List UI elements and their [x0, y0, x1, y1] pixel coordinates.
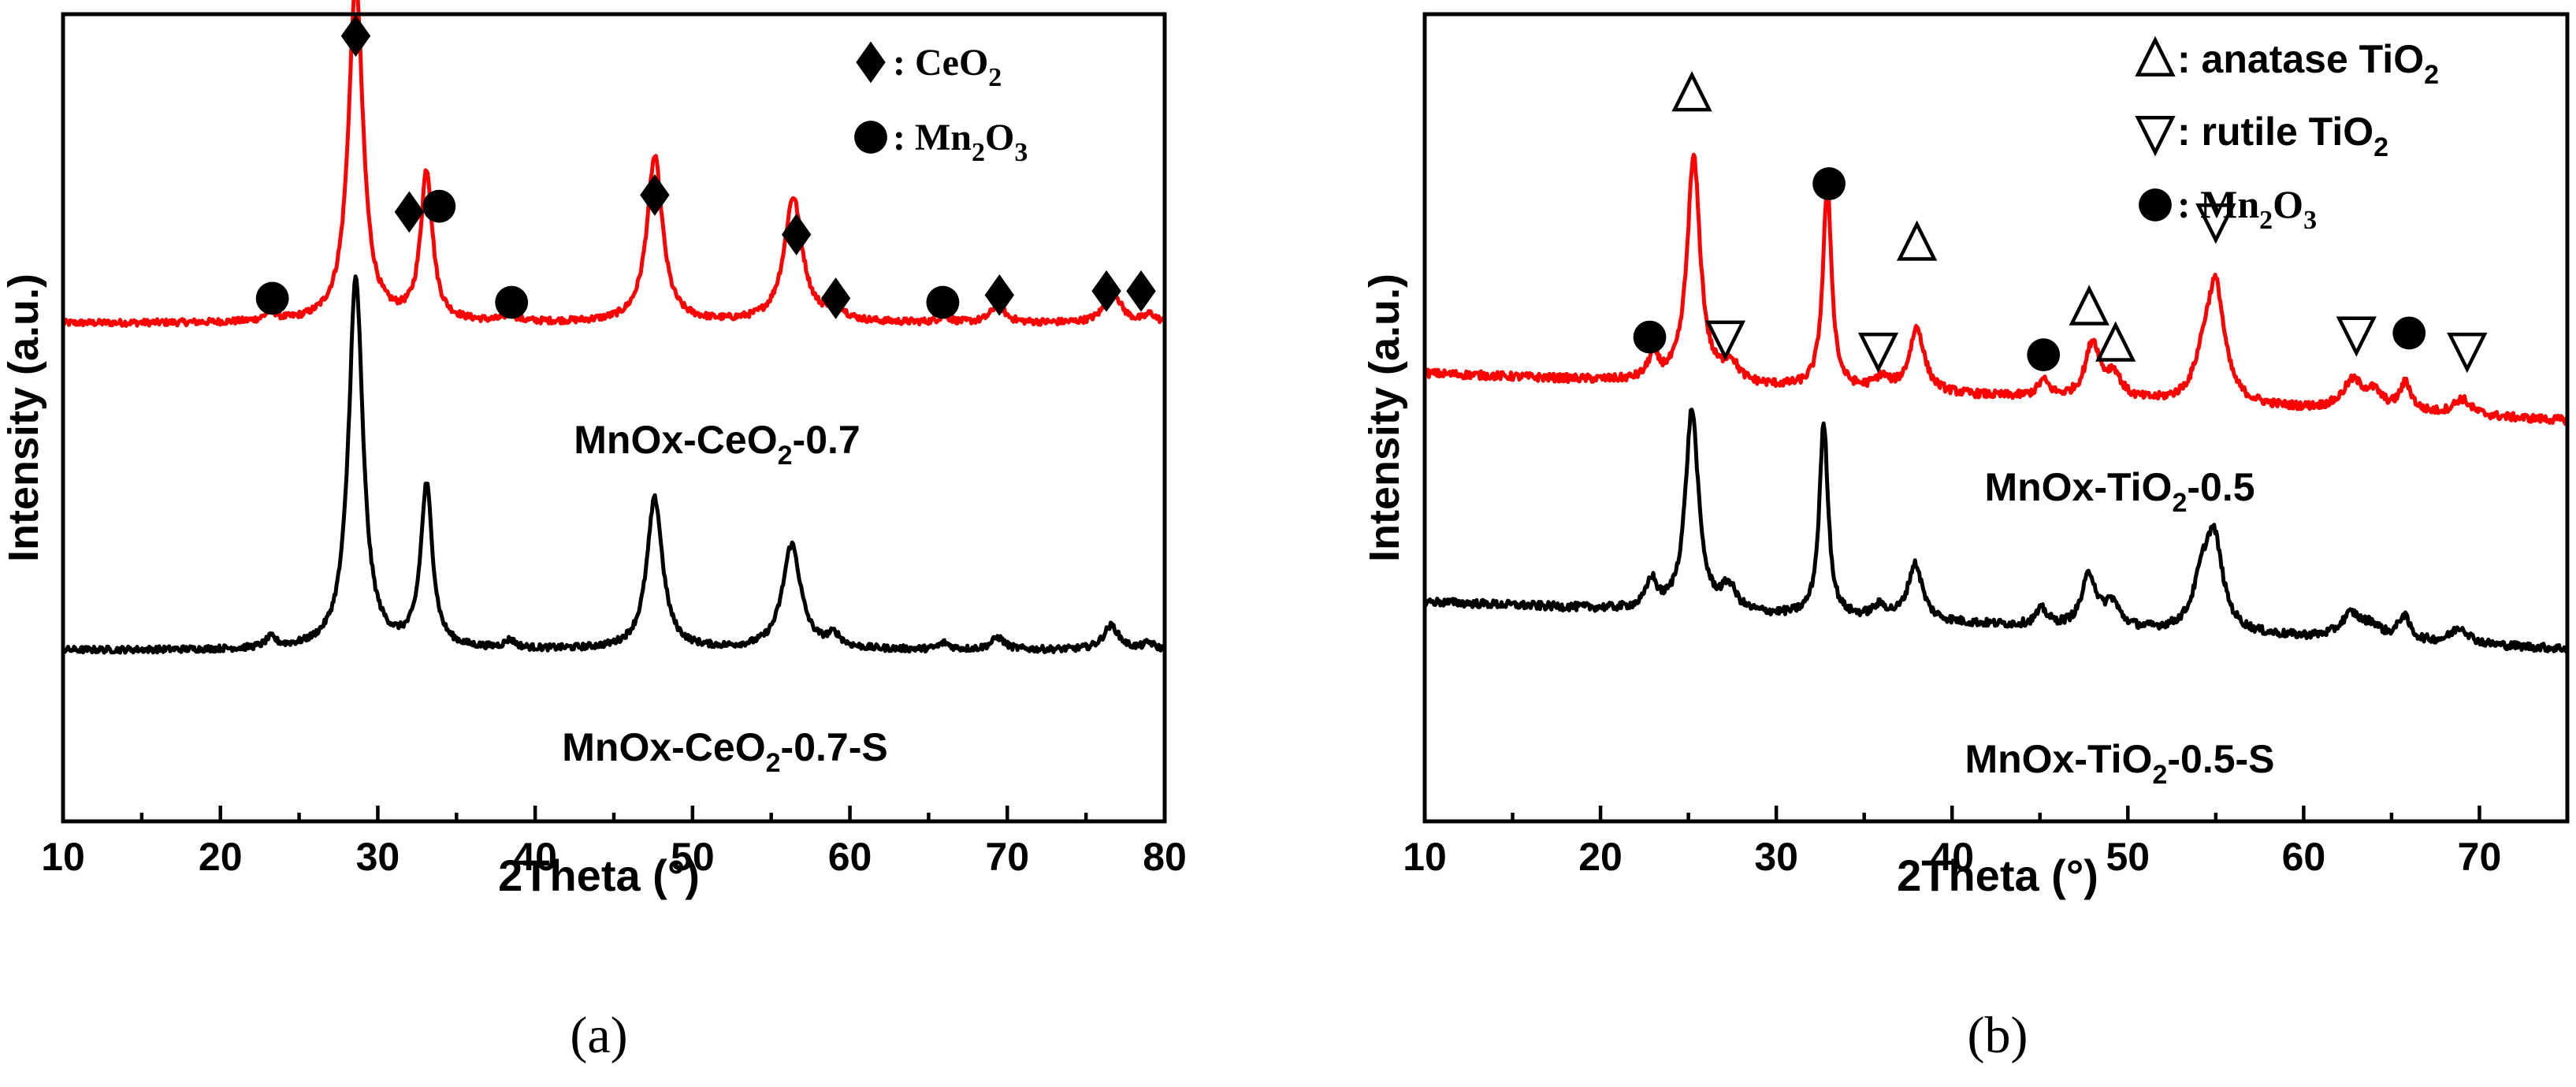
peak-marker-circle [422, 189, 456, 223]
series-label-part: MnOx-CeO [562, 725, 765, 769]
series-label-subscript: 2 [2172, 488, 2187, 518]
x-tick-label-b: 50 [2106, 835, 2150, 879]
peak-marker-diamond [820, 277, 851, 319]
panel-b-chart: 10 20 30 40 50 60 70 2Theta (°) Intensity (a.u.)… [1361, 12, 2570, 1064]
peak-marker-circle [2027, 338, 2061, 372]
legend-label: Mn [2200, 182, 2259, 226]
legend-entry-a-0: : CeO2 [893, 42, 1002, 92]
x-axis-title-a: 2Theta (°) [498, 851, 700, 900]
x-tick-label-b: 10 [1403, 835, 1447, 879]
x-tick-label-a: 20 [199, 835, 243, 879]
axes-frame-b [1422, 12, 2570, 824]
legend-label: rutile TiO [2202, 110, 2374, 154]
x-tick-label-a: 70 [985, 835, 1029, 879]
legend-label-subscript: 2 [988, 63, 1002, 92]
peak-marker-down-triangle [1857, 333, 1899, 374]
series-label-subscript: 2 [2152, 760, 2167, 790]
legend-label-subscript: 2 [2373, 132, 2388, 162]
x-axis-title-b: 2Theta (°) [1897, 851, 2098, 900]
legend-diamond-icon [856, 41, 886, 84]
peak-marker-up-triangle [1671, 71, 1712, 112]
x-tick-label-b: 40 [1930, 835, 1974, 879]
peak-marker-diamond [1126, 270, 1156, 312]
x-tick-label-a: 50 [671, 835, 715, 879]
series-label-subscript: 2 [766, 748, 781, 778]
x-tick-label-b: 20 [1578, 835, 1623, 879]
y-axis-title-a: Intensity (a.u.) [0, 274, 47, 562]
legend-label-subscript: 2 [972, 138, 985, 167]
legend-label-part2: O [2273, 182, 2303, 226]
legend-label: anatase TiO [2202, 37, 2425, 81]
peak-marker-up-triangle [2095, 321, 2136, 362]
y-axis-title-b: Intensity (a.u.) [1361, 274, 1408, 562]
series-line-a-1 [61, 274, 1167, 655]
series-label-part: MnOx-CeO [574, 418, 777, 462]
x-tick-label-a: 80 [1143, 835, 1187, 879]
panel-caption-a: (a) [570, 1007, 627, 1064]
series-label-suffix: -0.5 [2187, 465, 2254, 509]
legend-label-subscript: 2 [2259, 206, 2273, 235]
legend-down-triangle-icon [2135, 116, 2176, 157]
x-tick-label-b: 30 [1754, 835, 1798, 879]
peak-marker-up-triangle [2069, 285, 2109, 326]
peak-marker-up-triangle [1896, 220, 1938, 261]
x-tick-label-a: 10 [41, 835, 85, 879]
peak-marker-circle [1633, 320, 1667, 354]
panel-caption-b: (b) [1968, 1007, 2028, 1064]
series-label-b-0: MnOx-TiO2-0.5 [1984, 465, 2254, 518]
x-tick-label-a: 30 [356, 835, 400, 879]
series-label-part: MnOx-TiO [1965, 737, 2152, 781]
x-tick-label-a: 40 [513, 835, 557, 879]
x-tick-label-b: 70 [2458, 835, 2502, 879]
peak-marker-down-triangle [2195, 203, 2236, 244]
legend-label: CeO [915, 42, 988, 84]
x-tick-label-a: 60 [828, 835, 872, 879]
series-label-b-1: MnOx-TiO2-0.5-S [1965, 737, 2274, 790]
legend-label: Mn [915, 117, 972, 158]
series-label-suffix: -0.7-S [781, 725, 888, 769]
series-line-b-1 [1422, 408, 2570, 654]
legend-circle-icon [854, 121, 887, 154]
x-tick-label-b: 60 [2282, 835, 2326, 879]
series-label-a-0: MnOx-CeO2-0.7 [574, 418, 860, 471]
peak-marker-circle [1812, 167, 1846, 200]
peak-marker-circle [2392, 316, 2426, 350]
legend-entry-b-2: : Mn2O3 [2177, 182, 2317, 235]
series-label-a-1: MnOx-CeO2-0.7-S [562, 725, 887, 778]
series-line-a-0 [61, 0, 1167, 328]
peak-marker-diamond [984, 274, 1014, 316]
legend-up-triangle-icon [2135, 35, 2176, 76]
peak-marker-down-triangle [2447, 333, 2488, 374]
series-label-part: MnOx-TiO [1984, 465, 2172, 509]
panel-a-chart: 10 20 30 40 50 60 70 80 2Theta (°) Intensity (a.u… [0, 0, 1187, 1064]
series-label-subscript: 2 [778, 441, 793, 471]
series-line-b-0 [1422, 152, 2569, 426]
peak-marker-diamond [640, 173, 670, 216]
legend-label-subscript2: 3 [1014, 138, 1028, 167]
peak-marker-circle [255, 281, 289, 315]
legend-circle-icon [2139, 188, 2172, 221]
legend-label-subscript2: 3 [2303, 206, 2317, 235]
series-label-suffix: -0.5-S [2167, 737, 2274, 781]
peak-marker-diamond [340, 15, 371, 58]
legend-label-subscript: 2 [2424, 60, 2439, 90]
peak-marker-diamond [1091, 270, 1121, 312]
peak-marker-diamond [394, 191, 425, 233]
peak-marker-circle [926, 285, 960, 319]
legend-entry-b-1: : rutile TiO2 [2177, 110, 2388, 162]
peak-marker-down-triangle [2336, 316, 2377, 357]
legend-label-part2: O [985, 117, 1014, 158]
peak-marker-diamond [781, 214, 812, 255]
peak-marker-down-triangle [1704, 320, 1746, 361]
series-label-suffix: -0.7 [793, 418, 861, 462]
legend-entry-a-1: : Mn2O3 [893, 117, 1028, 167]
legend-entry-b-0: : anatase TiO2 [2177, 37, 2439, 90]
peak-marker-circle [495, 285, 529, 319]
